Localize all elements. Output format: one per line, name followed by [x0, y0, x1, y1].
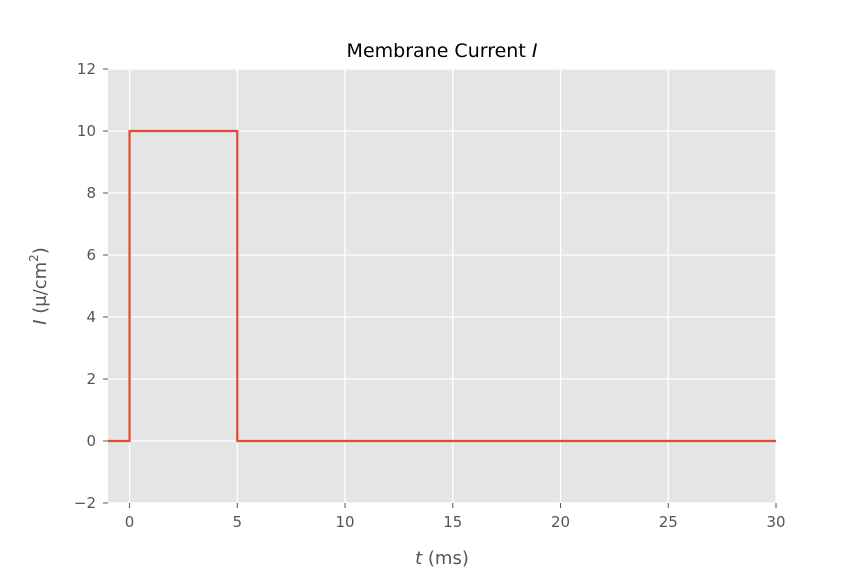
x-axis-label: t (ms) [415, 548, 469, 569]
x-tick-label: 15 [443, 513, 462, 531]
x-tick-label: 30 [766, 513, 785, 531]
chart-title: Membrane Current I [347, 40, 538, 62]
y-tick-label: 2 [86, 370, 96, 388]
x-tick-label: 5 [233, 513, 243, 531]
y-tick-label: −2 [74, 494, 96, 512]
y-tick-label: 4 [86, 308, 96, 326]
y-tick-labels: −2 0 2 4 6 8 10 12 [74, 60, 96, 512]
x-tick-labels: 0 5 10 15 20 25 30 [125, 513, 786, 531]
series-lines [108, 129, 776, 443]
x-tick-label: 25 [659, 513, 678, 531]
x-tick-label: 10 [335, 513, 354, 531]
x-tick-label: 0 [125, 513, 135, 531]
y-tick-label: 0 [86, 432, 96, 450]
grid [108, 68, 777, 504]
series-line [108, 129, 776, 443]
y-tick-label: 6 [86, 246, 96, 264]
ticks [103, 68, 777, 508]
plot-area [108, 69, 776, 503]
y-axis-label: I (μ/cm2) [27, 247, 51, 325]
y-tick-label: 10 [77, 122, 96, 140]
y-tick-label: 8 [86, 184, 96, 202]
y-tick-label: 12 [77, 60, 96, 78]
x-tick-label: 20 [551, 513, 570, 531]
